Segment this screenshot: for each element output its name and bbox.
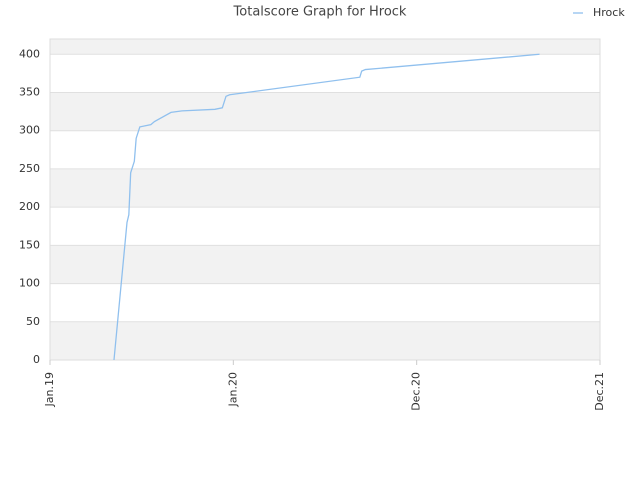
y-tick-label: 350 [19, 86, 40, 99]
legend-label: Hrock [593, 6, 625, 19]
grid-band [50, 321, 600, 360]
grid-band [50, 245, 600, 284]
x-tick-label: Dec.21 [593, 372, 606, 411]
y-tick-label: 100 [19, 277, 40, 290]
x-tick-label: Jan.20 [226, 372, 239, 407]
x-tick-label: Dec.20 [410, 372, 423, 411]
grid-band [50, 168, 600, 208]
chart-title: Totalscore Graph for Hrock [233, 5, 407, 20]
data-line [113, 53, 540, 361]
grid-band [50, 92, 600, 131]
y-tick-label: 0 [33, 353, 40, 366]
y-tick-label: 200 [19, 200, 40, 213]
grid-band [50, 39, 600, 55]
y-tick-label: 250 [19, 162, 40, 175]
y-tick-label: 300 [19, 124, 40, 137]
y-tick-label: 50 [26, 315, 40, 328]
x-tick-label: Jan.19 [43, 372, 56, 407]
plot-border [49, 38, 601, 361]
y-tick-label: 150 [19, 238, 40, 251]
y-tick-label: 400 [19, 47, 40, 60]
